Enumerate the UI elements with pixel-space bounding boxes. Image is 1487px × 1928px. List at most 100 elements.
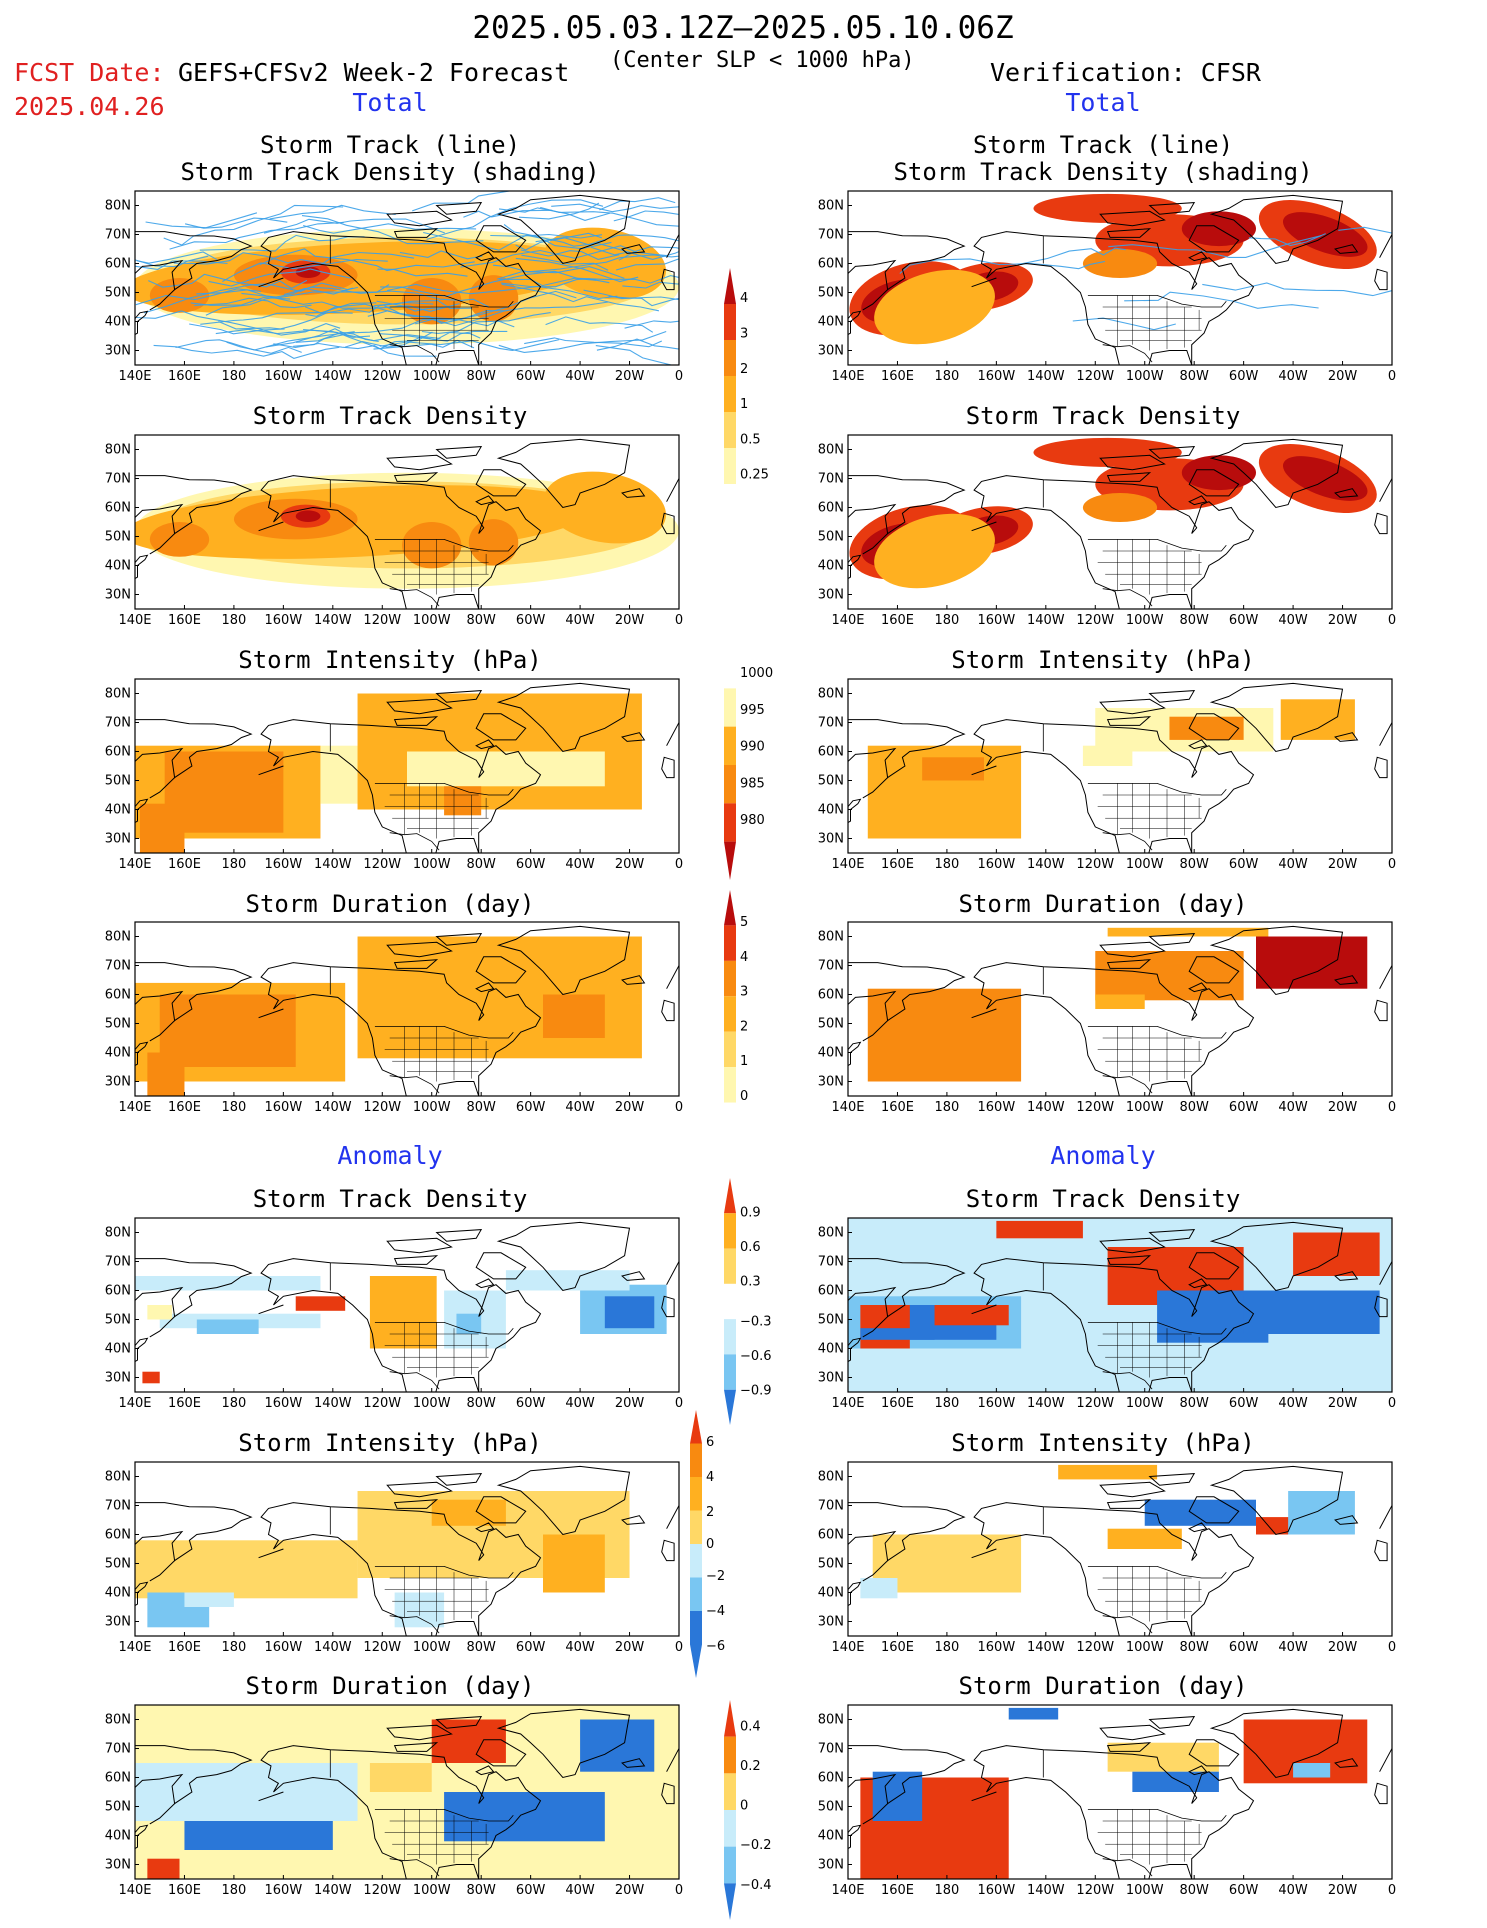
lat-tick-label: 80N: [818, 443, 844, 458]
lat-tick-label: 80N: [105, 1470, 131, 1485]
lon-tick-label: 180: [934, 1396, 959, 1411]
lon-tick-label: 140E: [831, 369, 864, 384]
colorbar-label: 985: [740, 776, 765, 791]
coastlines: [135, 925, 679, 1096]
verification-label: Verification: CFSR: [990, 58, 1261, 87]
lon-tick-label: 80W: [466, 857, 496, 872]
lon-tick-label: 40W: [565, 1640, 595, 1655]
lat-tick-label: 30N: [818, 344, 844, 359]
lat-tick-label: 60N: [105, 988, 131, 1003]
lon-tick-label: 160E: [168, 1100, 201, 1115]
lon-tick-label: 100W: [413, 613, 451, 628]
title-anom-duration-left: Storm Duration (day): [245, 1672, 535, 1700]
lon-tick-label: 120W: [1076, 1883, 1114, 1898]
lon-tick-label: 120W: [1076, 1640, 1114, 1655]
title-anom-duration-right: Storm Duration (day): [958, 1672, 1248, 1700]
political-borders: [329, 723, 514, 851]
lon-tick-label: 100W: [413, 1640, 451, 1655]
lon-tick-label: 140W: [314, 1640, 352, 1655]
colorbar-label: 3: [740, 985, 748, 1000]
title-track-line-right: Storm Track (line): [972, 131, 1234, 159]
lon-tick-label: 60W: [1229, 369, 1259, 384]
lon-tick-label: 60W: [516, 1100, 546, 1115]
lon-tick-label: 160W: [978, 1396, 1016, 1411]
lon-tick-label: 160E: [168, 1883, 201, 1898]
section-anomaly-right: Anomaly: [1050, 1141, 1156, 1170]
lon-tick-label: 160W: [265, 1640, 303, 1655]
lat-tick-label: 40N: [105, 803, 131, 818]
lon-tick-label: 160E: [881, 1396, 914, 1411]
shading: [135, 471, 679, 589]
lon-tick-label: 60W: [516, 613, 546, 628]
lat-tick-label: 30N: [818, 1615, 844, 1630]
shading: [135, 1705, 679, 1879]
lon-tick-label: 60W: [516, 1640, 546, 1655]
political-borders: [1042, 966, 1227, 1094]
lat-tick-label: 40N: [818, 1342, 844, 1357]
lon-tick-label: 160E: [881, 1100, 914, 1115]
forecast-name: GEFS+CFSv2 Week-2 Forecast: [178, 58, 570, 87]
lon-tick-label: 180: [221, 1640, 246, 1655]
map-frame: [134, 190, 680, 366]
lon-tick-label: 140W: [1027, 369, 1065, 384]
lon-tick-label: 100W: [1126, 1100, 1164, 1115]
colorbar-label: 2: [740, 1019, 748, 1034]
lat-tick-label: 60N: [818, 501, 844, 516]
colorbar-label: 0.5: [740, 432, 761, 447]
lon-tick-label: 60W: [1229, 1100, 1259, 1115]
title-track-line-left: Storm Track (line): [259, 131, 521, 159]
lat-tick-label: 50N: [818, 1557, 844, 1572]
political-borders: [329, 1262, 514, 1390]
colorbar-density-anom: 0.9 0.6 0.3 −0.3 −0.6 −0.9: [716, 1176, 786, 1433]
shading: [867, 927, 1368, 1082]
political-borders: [329, 1749, 514, 1877]
lon-tick-label: 180: [221, 1883, 246, 1898]
lon-tick-label: 140W: [1027, 1640, 1065, 1655]
lat-tick-label: 40N: [818, 1046, 844, 1061]
political-borders: [329, 235, 514, 363]
lon-tick-label: 80W: [466, 369, 496, 384]
map-frame: [847, 1704, 1393, 1880]
colorbar-intensity-total: 1000 995 990 985 980: [716, 648, 786, 888]
lat-tick-label: 70N: [105, 716, 131, 731]
coastlines: [135, 1708, 679, 1879]
coastlines: [848, 438, 1392, 609]
lon-tick-label: 0: [675, 1640, 683, 1655]
title-duration-left: Storm Duration (day): [245, 890, 535, 918]
lat-tick-label: 60N: [818, 1771, 844, 1786]
lon-tick-label: 40W: [565, 1883, 595, 1898]
lat-tick-label: 70N: [818, 1499, 844, 1514]
lon-tick-label: 180: [934, 1100, 959, 1115]
coastlines: [848, 682, 1392, 853]
colorbar-label: 1: [740, 397, 748, 412]
political-borders: [1042, 1506, 1227, 1634]
lon-tick-label: 60W: [516, 369, 546, 384]
lon-tick-label: 160E: [168, 1640, 201, 1655]
lon-tick-label: 80W: [466, 1883, 496, 1898]
lon-tick-label: 160W: [265, 1883, 303, 1898]
lon-tick-label: 160W: [265, 369, 303, 384]
lon-tick-label: 20W: [1328, 613, 1358, 628]
lon-tick-label: 180: [934, 369, 959, 384]
lat-tick-label: 80N: [105, 687, 131, 702]
lon-tick-label: 140E: [831, 857, 864, 872]
lat-tick-label: 80N: [105, 1226, 131, 1241]
lon-tick-label: 0: [1388, 369, 1396, 384]
lat-tick-label: 50N: [105, 286, 131, 301]
lon-tick-label: 100W: [1126, 857, 1164, 872]
lat-tick-label: 50N: [818, 1800, 844, 1815]
lat-tick-label: 30N: [105, 1075, 131, 1090]
coastlines: [848, 194, 1392, 365]
lon-tick-label: 40W: [565, 1396, 595, 1411]
map-density-forecast: 140E 160E 180 160W 140W 120W 100W 80W 60W 40W 20W 0…: [95, 434, 684, 631]
lon-tick-label: 140E: [118, 369, 151, 384]
lon-tick-label: 40W: [565, 613, 595, 628]
lon-tick-label: 100W: [1126, 1640, 1164, 1655]
lat-tick-label: 30N: [105, 1858, 131, 1873]
lat-tick-label: 60N: [105, 257, 131, 272]
colorbar-duration-total: 5 4 3 2 1 0: [716, 888, 786, 1146]
lon-tick-label: 160E: [881, 613, 914, 628]
colorbar-label: −0.3: [740, 1314, 772, 1329]
lon-tick-label: 40W: [1278, 1883, 1308, 1898]
lon-tick-label: 140W: [1027, 857, 1065, 872]
